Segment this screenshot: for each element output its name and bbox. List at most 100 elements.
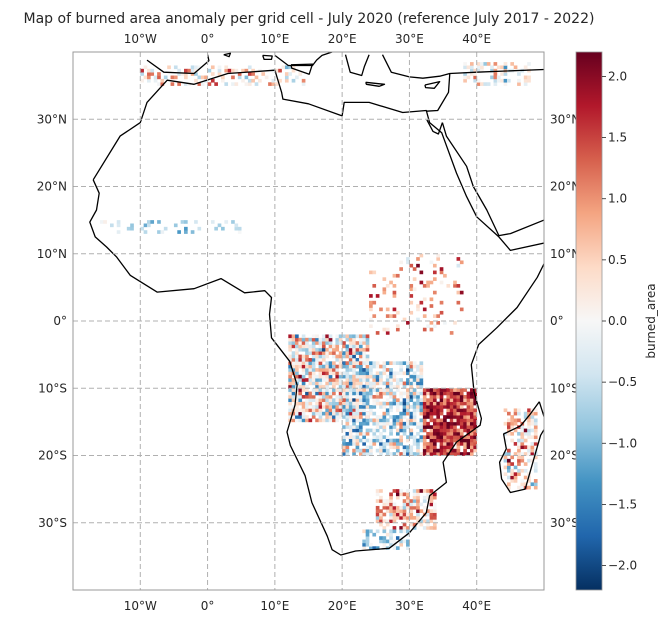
anomaly-cell (301, 405, 306, 409)
anomaly-cell (355, 378, 360, 382)
anomaly-cell (315, 418, 319, 423)
anomaly-cell (510, 418, 515, 423)
anomaly-cell (453, 408, 457, 413)
anomaly-cell (456, 452, 461, 456)
anomaly-cell (406, 405, 410, 409)
anomaly-cell (496, 65, 501, 70)
anomaly-cell (389, 428, 393, 433)
anomaly-cell (355, 384, 360, 389)
anomaly-cell (305, 391, 309, 396)
anomaly-cell (453, 425, 457, 429)
anomaly-cell (395, 388, 400, 392)
anomaly-cell (406, 321, 410, 325)
anomaly-cell (372, 284, 377, 288)
anomaly-cell (432, 435, 437, 439)
anomaly-cell (446, 284, 451, 288)
anomaly-cell (116, 223, 121, 228)
anomaly-cell (513, 465, 518, 470)
anomaly-cell (379, 516, 383, 520)
anomaly-cell (369, 452, 373, 456)
anomaly-cell (355, 425, 360, 429)
anomaly-cell (406, 448, 410, 453)
anomaly-cell (369, 438, 373, 443)
anomaly-cell (432, 502, 437, 507)
anomaly-cell (389, 539, 393, 544)
anomaly-cell (399, 442, 403, 446)
anomaly-cell (409, 361, 414, 366)
anomaly-cell (358, 425, 363, 429)
anomaly-cell (375, 374, 380, 379)
anomaly-cell (348, 401, 353, 406)
anomaly-cell (375, 438, 380, 443)
anomaly-cell (466, 445, 471, 450)
anomaly-cell (530, 482, 535, 487)
anomaly-cell (328, 374, 333, 379)
anomaly-cell (288, 334, 292, 339)
anomaly-cell (469, 408, 474, 413)
anomaly-cell (422, 519, 427, 524)
anomaly-cell (446, 442, 451, 446)
anomaly-cell (510, 455, 515, 460)
anomaly-cell (328, 371, 333, 376)
anomaly-cell (395, 546, 400, 550)
anomaly-cell (308, 361, 313, 366)
anomaly-cell (382, 401, 387, 406)
anomaly-cell (372, 314, 377, 318)
anomaly-cell (523, 411, 528, 416)
anomaly-cell (345, 401, 350, 406)
anomaly-cell (392, 442, 397, 446)
anomaly-cell (399, 418, 403, 423)
anomaly-cell (234, 82, 239, 86)
anomaly-cell (389, 509, 393, 513)
anomaly-cell (429, 411, 434, 416)
anomaly-cell (358, 334, 363, 339)
anomaly-cell (301, 334, 306, 339)
anomaly-cell (385, 391, 390, 396)
anomaly-cell (449, 411, 454, 416)
anomaly-cell (335, 364, 340, 369)
anomaly-cell (446, 428, 451, 433)
anomaly-cell (426, 408, 430, 413)
anomaly-cell (520, 485, 525, 490)
anomaly-cell (308, 344, 313, 349)
anomaly-cell (244, 82, 249, 86)
anomaly-cell (416, 405, 420, 409)
anomaly-cell (348, 381, 353, 386)
anomaly-cell (116, 220, 121, 224)
anomaly-cell (429, 435, 434, 439)
anomaly-cell (305, 351, 309, 355)
anomaly-cell (362, 347, 366, 352)
anomaly-cell (466, 405, 471, 409)
anomaly-cell (385, 522, 390, 527)
anomaly-cell (362, 361, 366, 366)
anomaly-cell (372, 546, 377, 550)
anomaly-cell (382, 290, 387, 295)
anomaly-cell (395, 495, 400, 500)
anomaly-cell (456, 401, 461, 406)
anomaly-cell (338, 354, 343, 359)
anomaly-cell (308, 374, 313, 379)
anomaly-cell (412, 492, 417, 497)
anomaly-cell (392, 512, 397, 517)
anomaly-cell (291, 378, 296, 382)
anomaly-cell (318, 364, 323, 369)
anomaly-cell (446, 421, 451, 426)
anomaly-cell (422, 421, 427, 426)
anomaly-cell (422, 499, 427, 503)
anomaly-cell (372, 398, 377, 402)
anomaly-cell (456, 300, 461, 305)
anomaly-cell (456, 391, 461, 396)
anomaly-cell (328, 334, 333, 339)
anomaly-cell (358, 438, 363, 443)
anomaly-cell (416, 378, 420, 382)
anomaly-cell (352, 421, 356, 426)
anomaly-cell (473, 448, 478, 453)
anomaly-cell (399, 381, 403, 386)
anomaly-cell (443, 428, 447, 433)
anomaly-cell (533, 482, 538, 487)
anomaly-cell (426, 445, 430, 450)
anomaly-cell (338, 364, 343, 369)
anomaly-cell (463, 72, 467, 76)
anomaly-cell (301, 408, 306, 413)
anomaly-cell (392, 445, 397, 450)
